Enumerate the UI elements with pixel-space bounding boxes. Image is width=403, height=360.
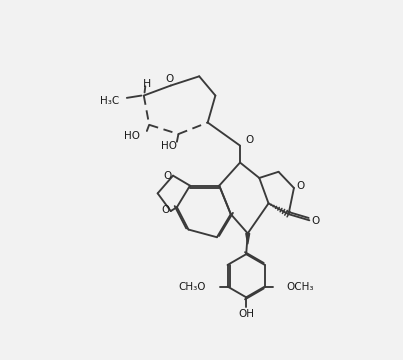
Text: H₃C: H₃C	[100, 96, 119, 106]
Text: HO: HO	[124, 131, 140, 141]
Text: O: O	[296, 181, 304, 191]
Text: CH₃O: CH₃O	[179, 282, 206, 292]
Text: OH: OH	[238, 309, 254, 319]
Text: HO: HO	[161, 141, 177, 151]
Polygon shape	[246, 233, 249, 244]
Text: O: O	[166, 75, 174, 84]
Text: O: O	[164, 171, 172, 181]
Text: OCH₃: OCH₃	[287, 282, 314, 292]
Text: O: O	[312, 216, 320, 226]
Text: O: O	[161, 204, 170, 215]
Text: O: O	[245, 135, 253, 145]
Text: H: H	[143, 79, 151, 89]
